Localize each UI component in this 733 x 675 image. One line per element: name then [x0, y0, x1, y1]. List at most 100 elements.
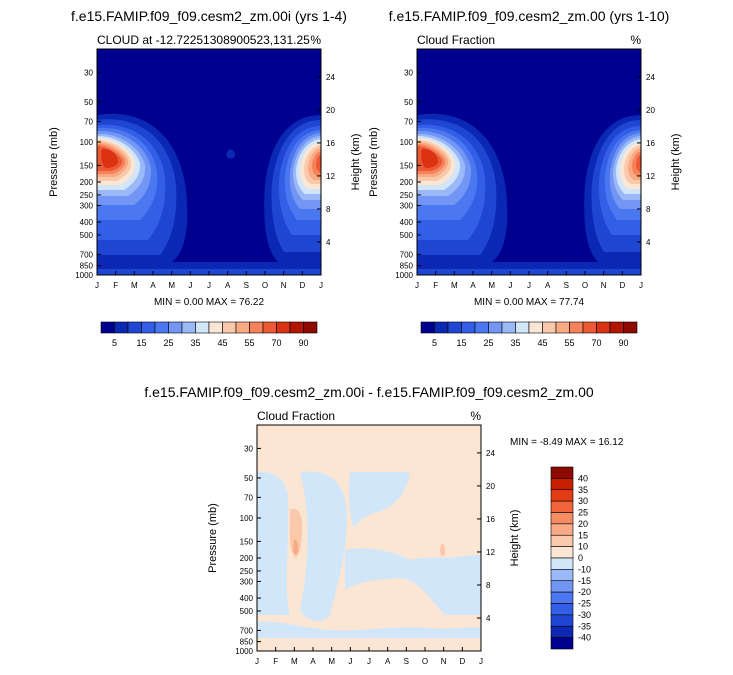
colorbar-swatch — [249, 321, 264, 334]
month-tick-label: J — [95, 281, 99, 290]
month-tick-label: M — [328, 657, 335, 666]
pressure-tick-label: 30 — [84, 68, 93, 77]
colorbar-swatch — [582, 321, 597, 334]
month-tick-label: J — [527, 281, 531, 290]
pressure-tick-label: 150 — [80, 161, 94, 170]
colorbar-swatch — [528, 321, 543, 334]
colorbar-swatch — [235, 321, 250, 334]
month-tick-label: D — [619, 281, 625, 290]
panel-b-subtitle: Cloud Fraction — [417, 33, 495, 47]
month-tick-label: J — [255, 657, 259, 666]
month-tick-label: M — [488, 281, 495, 290]
pressure-tick-label: 850 — [80, 262, 94, 271]
contour-band — [101, 148, 119, 168]
month-tick-label: J — [348, 657, 352, 666]
colorbar-swatch — [303, 321, 318, 334]
colorbar-label: -40 — [578, 633, 591, 643]
pressure-tick-label: 150 — [240, 537, 254, 546]
colorbar-label: 5 — [112, 338, 117, 348]
panel-c-ylabel-right: Height (km) — [509, 510, 521, 567]
colorbar-swatch — [474, 321, 489, 334]
colorbar-swatch — [276, 321, 291, 334]
colorbar-swatch — [550, 512, 574, 525]
colorbar-label: -35 — [578, 621, 591, 631]
height-tick-label: 24 — [326, 73, 335, 82]
month-tick-label: M — [291, 657, 298, 666]
contour-band — [289, 508, 302, 558]
pressure-tick-label: 400 — [80, 218, 94, 227]
pressure-tick-label: 100 — [400, 138, 414, 147]
panel-a-units: % — [310, 33, 321, 47]
height-tick-label: 24 — [486, 449, 495, 458]
pressure-tick-label: 200 — [240, 554, 254, 563]
pressure-tick-label: 1000 — [235, 647, 253, 656]
colorbar-label: 55 — [244, 338, 254, 348]
panel-a-ylabel-right: Height (km) — [350, 134, 362, 191]
pressure-tick-label: 1000 — [395, 271, 413, 280]
panel-b-contours — [417, 49, 641, 275]
colorbar-label: -20 — [578, 587, 591, 597]
colorbar-swatch — [434, 321, 449, 334]
pressure-tick-label: 1000 — [75, 271, 93, 280]
colorbar-label: 90 — [618, 338, 628, 348]
month-tick-label: A — [545, 281, 551, 290]
pressure-tick-label: 500 — [400, 231, 414, 240]
colorbar-swatch — [550, 614, 574, 627]
height-tick-label: 12 — [486, 548, 495, 557]
pressure-tick-label: 250 — [400, 191, 414, 200]
month-tick-label: J — [319, 281, 323, 290]
month-tick-label: A — [385, 657, 391, 666]
height-tick-label: 4 — [326, 238, 331, 247]
panel-a-ylabel: Pressure (mb) — [48, 127, 60, 197]
month-tick-label: J — [508, 281, 512, 290]
month-tick-label: J — [367, 657, 371, 666]
pressure-tick-label: 50 — [404, 98, 413, 107]
panel-c-units: % — [470, 409, 481, 423]
colorbar-swatch — [550, 523, 574, 536]
month-tick-label: M — [451, 281, 458, 290]
contour-band — [440, 543, 446, 557]
month-tick-label: J — [188, 281, 192, 290]
colorbar-swatch — [550, 580, 574, 593]
pressure-tick-label: 400 — [240, 594, 254, 603]
colorbar-swatch — [154, 321, 169, 334]
contour-band — [349, 472, 410, 528]
colorbar-swatch — [195, 321, 210, 334]
month-tick-label: N — [601, 281, 607, 290]
month-tick-label: J — [415, 281, 419, 290]
month-tick-label: O — [262, 281, 268, 290]
colorbar-label: -25 — [578, 599, 591, 609]
height-tick-label: 16 — [326, 139, 335, 148]
panel-c-contours — [257, 425, 481, 651]
month-tick-label: O — [582, 281, 588, 290]
height-tick-label: 8 — [326, 205, 331, 214]
pressure-tick-label: 700 — [400, 250, 414, 259]
pressure-tick-label: 30 — [244, 444, 253, 453]
panel-c-subtitle: Cloud Fraction — [257, 409, 335, 423]
panel-b-title: f.e15.FAMIP.f09_f09.cesm2_zm.00 (yrs 1-1… — [389, 8, 670, 24]
month-tick-label: S — [564, 281, 569, 290]
panel-b-units: % — [630, 33, 641, 47]
panel-b-colorbar: 5 15 25 35 45 55 70 90 — [420, 321, 638, 348]
colorbar-label: 90 — [298, 338, 308, 348]
colorbar-swatch — [550, 489, 574, 502]
panel-a-contours — [97, 49, 321, 275]
colorbar-swatch — [623, 321, 638, 334]
colorbar-label: 40 — [578, 473, 588, 483]
month-tick-label: A — [470, 281, 476, 290]
height-tick-label: 4 — [646, 238, 651, 247]
colorbar-label: 30 — [578, 496, 588, 506]
pressure-tick-label: 150 — [400, 161, 414, 170]
pressure-tick-label: 250 — [240, 567, 254, 576]
panel-b-ylabel-right: Height (km) — [670, 134, 682, 191]
colorbar-swatch — [550, 557, 574, 570]
colorbar-swatch — [289, 321, 304, 334]
month-tick-label: J — [639, 281, 643, 290]
colorbar-swatch — [555, 321, 570, 334]
pressure-tick-label: 400 — [400, 218, 414, 227]
panel-a-colorbar: 5 15 25 35 45 55 70 90 — [100, 321, 318, 348]
colorbar-label: -30 — [578, 610, 591, 620]
height-tick-label: 16 — [486, 515, 495, 524]
